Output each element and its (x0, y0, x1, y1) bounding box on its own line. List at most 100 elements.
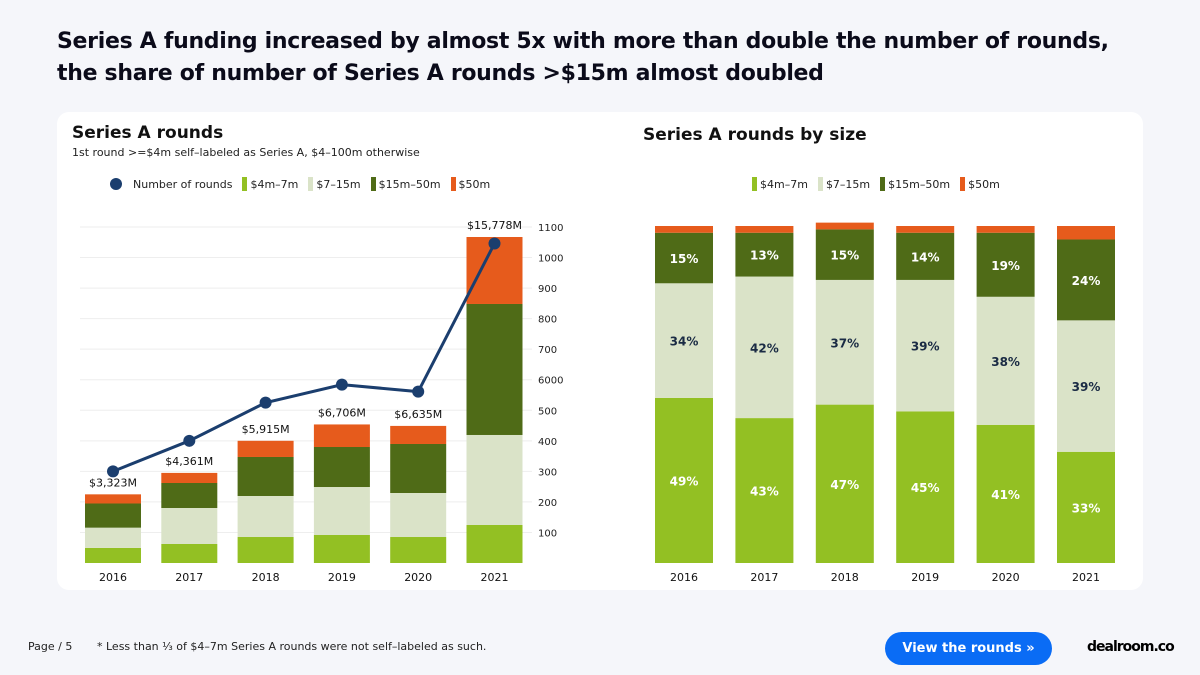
bar-segment (1057, 320, 1115, 452)
bar-segment (466, 303, 523, 435)
percent-label: 47% (830, 478, 859, 492)
bar-segment (161, 507, 218, 544)
bar-segment (976, 232, 1035, 297)
chart-subtitle-left: 1st round >=$4m self–labeled as Series A… (72, 146, 420, 159)
legend-right: $4m–7m $7–15m $15m–50m $50m (752, 177, 1000, 191)
total-label: $5,915M (242, 423, 290, 436)
bar-segment (976, 226, 1035, 233)
rounds-point (107, 465, 119, 478)
swatch (370, 177, 376, 191)
percent-label: 24% (1072, 274, 1101, 288)
page-indicator: Page / 5 (28, 640, 73, 653)
y2-tick-label: 700 (538, 345, 557, 356)
legend-item-4-7: $4m–7m (242, 177, 298, 191)
swatch (752, 177, 757, 191)
legend-item-7-15: $7–15m (817, 177, 870, 191)
y2-tick-label: 300 (538, 467, 557, 478)
chart-title-left: Series A rounds (72, 123, 224, 143)
x-tick-label: 2020 (992, 571, 1020, 584)
percent-label: 41% (991, 488, 1020, 502)
bar-segment (85, 503, 141, 528)
bar-segment (466, 434, 523, 525)
bar-segment (161, 472, 218, 483)
y2-tick-label: 400 (538, 437, 557, 448)
percent-label: 14% (911, 250, 940, 264)
percent-label: 33% (1072, 501, 1101, 515)
bar-segment (390, 537, 447, 563)
legend-item-50: $50m (450, 177, 490, 191)
swatch (880, 177, 886, 191)
bar-segment (390, 443, 447, 493)
bar-segment (655, 397, 713, 563)
footnote: * Less than ⅓ of $4–7m Series A rounds w… (97, 640, 487, 653)
total-label: $6,635M (394, 408, 442, 421)
legend-dot-icon (110, 178, 122, 190)
dealroom-logo[interactable]: dealroom.co (1087, 639, 1175, 655)
bar-segment (1057, 239, 1115, 321)
rounds-point (259, 396, 272, 409)
y2-tick-label: 200 (538, 498, 557, 509)
bar-segment (815, 222, 874, 230)
x-tick-label: 2017 (750, 571, 778, 584)
view-rounds-button[interactable]: View the rounds » (885, 632, 1052, 665)
total-label: $4,361M (165, 455, 213, 468)
x-tick-label: 2021 (481, 571, 509, 584)
percent-label: 39% (911, 340, 940, 354)
bar-segment (313, 424, 370, 448)
bar-segment (735, 226, 794, 233)
y2-tick-label: 6000 (538, 376, 563, 387)
rounds-point (488, 237, 501, 250)
percent-label: 39% (1072, 380, 1101, 394)
bar-segment (161, 482, 218, 508)
bar-segment (237, 456, 294, 496)
bar-segment (815, 279, 874, 405)
bar-segment (976, 296, 1035, 425)
bar-segment (313, 487, 370, 536)
percent-label: 19% (991, 259, 1020, 273)
y2-tick-label: 900 (538, 284, 557, 295)
y2-tick-label: 1000 (538, 254, 563, 265)
y2-tick-label: 500 (538, 406, 557, 417)
x-tick-label: 2019 (911, 571, 939, 584)
percent-label: 15% (670, 252, 699, 266)
x-tick-label: 2020 (404, 571, 432, 584)
legend-left: Number of rounds $4m–7m $7–15m $15m–50m … (110, 177, 490, 191)
rounds-line (112, 242, 496, 473)
bar-segment (85, 527, 141, 548)
legend-item-50: $50m (960, 177, 1000, 191)
percent-label: 43% (750, 485, 779, 499)
bar-segment (735, 232, 794, 277)
legend-item-15-50: $15m–50m (880, 177, 950, 191)
bar-segment (313, 535, 370, 563)
bar-segment (655, 226, 713, 233)
bar-segment (815, 404, 874, 563)
x-tick-label: 2018 (252, 571, 280, 584)
percent-label: 37% (830, 336, 859, 350)
bar-segment (466, 524, 523, 563)
swatch (960, 177, 966, 191)
swatch (308, 177, 314, 191)
bar-segment (896, 411, 955, 563)
swatch (242, 177, 248, 191)
swatch (450, 177, 456, 191)
bar-segment (655, 232, 713, 284)
x-tick-label: 2018 (831, 571, 859, 584)
legend-item-15-50: $15m–50m (370, 177, 441, 191)
legend-item-7-15: $7–15m (308, 177, 361, 191)
y2-tick-label: 1100 (538, 223, 563, 234)
x-tick-label: 2019 (328, 571, 356, 584)
bar-segment (896, 232, 955, 280)
bar-segment (237, 495, 294, 538)
bar-segment (1057, 226, 1115, 240)
bar-segment (976, 424, 1035, 563)
x-tick-label: 2016 (670, 571, 698, 584)
rounds-point (412, 385, 425, 398)
bar-segment (313, 447, 370, 488)
bar-segment (161, 543, 218, 563)
bar-segment (390, 492, 447, 538)
bar-segment (1057, 451, 1115, 563)
chart-title-right: Series A rounds by size (643, 125, 867, 145)
rounds-point (183, 434, 196, 447)
bar-segment (896, 279, 955, 412)
